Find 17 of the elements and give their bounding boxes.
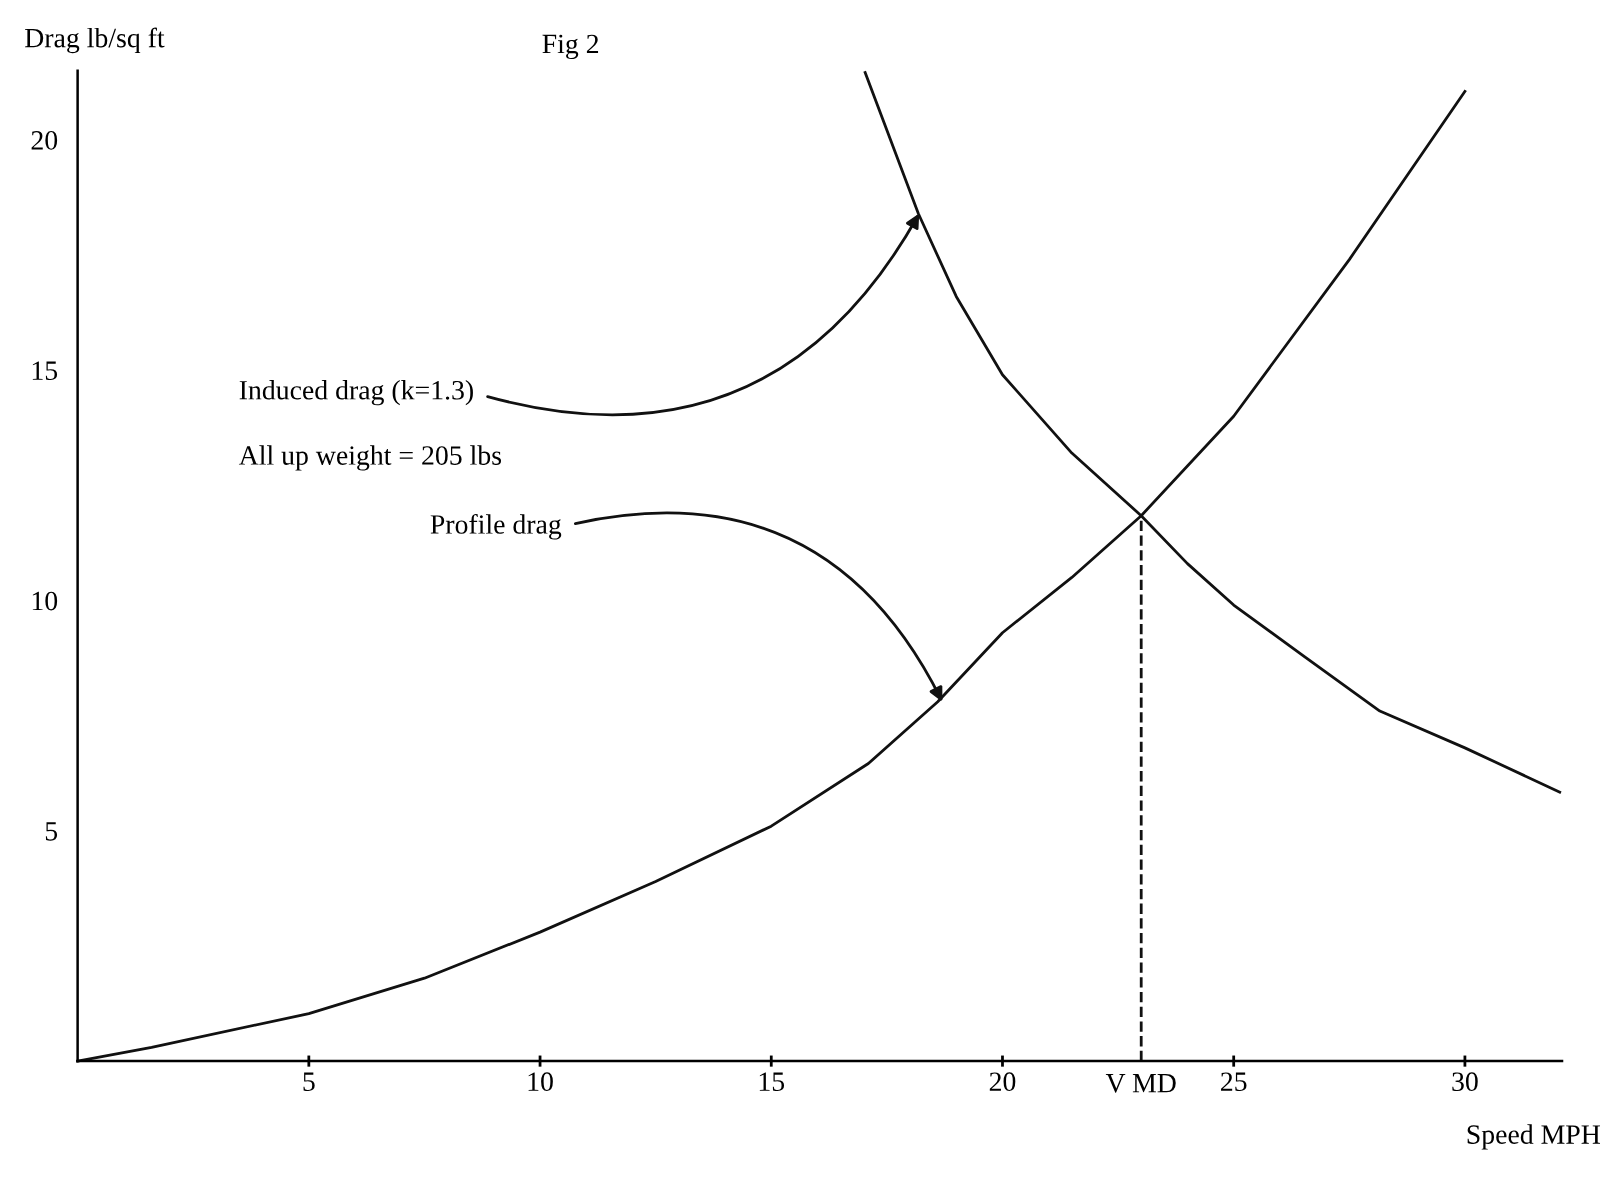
ref-line-label: V MD xyxy=(1105,1074,1176,1093)
annotation: Induced drag (k=1.3) xyxy=(239,380,473,406)
x-tick-label: 15 xyxy=(759,1072,785,1092)
y-tick-label: 20 xyxy=(31,131,58,150)
x-tick-label: 30 xyxy=(1452,1072,1478,1092)
y-tick-label: 5 xyxy=(45,822,58,841)
x-axis-title: Speed MPH xyxy=(1467,1124,1601,1150)
x-tick-label: 25 xyxy=(1221,1072,1247,1092)
y-tick-label: 10 xyxy=(32,591,58,611)
x-tick-label: 5 xyxy=(303,1072,315,1092)
x-tick-label: 20 xyxy=(989,1072,1016,1092)
y-tick-label: 15 xyxy=(32,361,58,381)
y-axis-title: Drag lb/sq ft xyxy=(25,27,165,54)
x-tick-label: 10 xyxy=(528,1072,553,1092)
annotation: Profile drag xyxy=(430,514,562,540)
chart-title: Fig 2 xyxy=(542,34,599,60)
annotation: All up weight = 205 lbs xyxy=(238,445,502,471)
